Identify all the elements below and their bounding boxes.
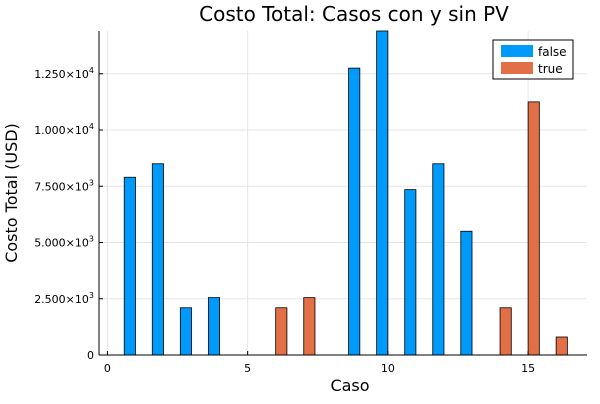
bar-true-13 (499, 307, 512, 356)
y-tick-label: 0 (87, 349, 94, 362)
bar-true-6 (303, 297, 316, 356)
x-tick-label: 5 (244, 362, 251, 375)
y-tick-label: 7.500×103 (34, 178, 94, 193)
chart-title: Costo Total: Casos con y sin PV (199, 2, 509, 26)
x-tick-label: 0 (104, 362, 111, 375)
x-tick-label: 10 (381, 362, 395, 375)
legend-label-false: false (538, 45, 567, 59)
x-tick-label: 15 (521, 362, 535, 375)
bar-true-15 (555, 336, 568, 356)
bar-false-8 (348, 67, 361, 356)
y-tick-label: 1.000×104 (34, 122, 94, 137)
bar-false-1 (151, 163, 164, 356)
x-axis-title: Caso (330, 376, 369, 395)
bar-marks (123, 30, 568, 356)
axes (98, 31, 587, 356)
bar-false-9 (376, 30, 389, 356)
bar-true-14 (527, 101, 540, 356)
bar-false-2 (179, 307, 192, 356)
legend: false true (492, 39, 574, 80)
legend-swatch-true (501, 62, 533, 74)
legend-swatch-false (501, 45, 533, 57)
y-tick-label: 1.250×104 (34, 66, 94, 81)
grid-lines (99, 31, 587, 356)
bar-false-11 (432, 163, 445, 356)
tick-labels: 0 5 10 15 0 2.500×103 5.000×103 7.500×103 1.000×… (34, 66, 535, 375)
bar-false-10 (404, 189, 417, 356)
y-tick-label: 2.500×103 (34, 291, 94, 306)
legend-label-true: true (538, 62, 563, 76)
bar-false-12 (460, 230, 473, 356)
bar-false-3 (207, 297, 220, 356)
bar-true-5 (275, 307, 288, 356)
y-tick-label: 5.000×103 (34, 235, 94, 250)
y-axis-title: Costo Total (USD) (2, 123, 21, 263)
bar-false-0 (123, 176, 136, 356)
